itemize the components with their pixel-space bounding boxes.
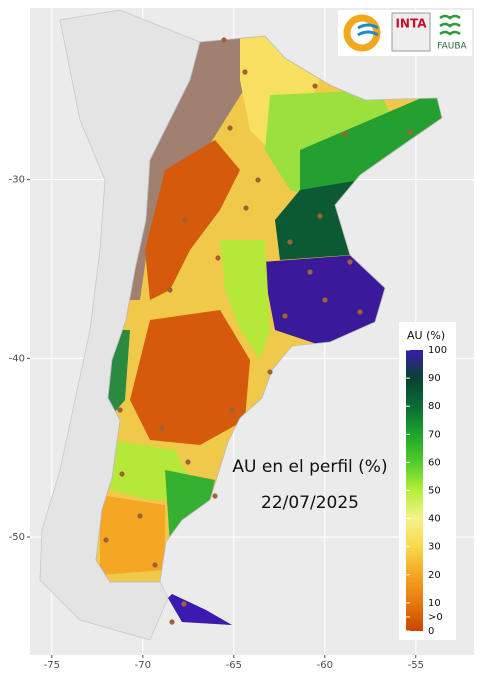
legend-tick-label: 50 [428,486,441,497]
x-tick-label: -65 [226,660,242,671]
legend-title: AU (%) [407,329,445,342]
map-annotation: AU en el perfil (%) [232,457,387,477]
legend-tick-label: 0 [428,626,434,637]
legend-tick-label: >0 [428,612,443,623]
colorbar [406,350,423,631]
legend-tick-label: 80 [428,401,441,412]
legend-ticks: 100 90 80 70 60 50 40 30 20 10 >0 0 [406,345,447,637]
map-date: 22/07/2025 [261,493,359,513]
logo-text: INTA [395,17,427,31]
legend-tick-label: 40 [428,514,441,525]
x-tick-label: -55 [408,660,424,671]
legend-tick-label: 70 [428,429,441,440]
legend-tick-label: 90 [428,373,441,384]
x-tick-label: -60 [317,660,333,671]
argentina-outline [95,35,443,583]
legend-tick-label: 60 [428,457,441,468]
legend-tick-label: 10 [428,598,441,609]
y-tick-label: -40 [9,353,25,364]
logo-text: FAUBA [437,42,467,52]
logos: INTA FAUBA [338,10,472,56]
x-tick-label: -70 [135,660,151,671]
stations [103,37,413,625]
legend-tick-label: 100 [428,345,447,356]
x-tick-label: -75 [44,660,60,671]
legend-tick-label: 20 [428,570,441,581]
y-tick-label: -50 [9,532,25,543]
legend-tick-label: 30 [428,542,441,553]
y-tick-label: -30 [9,175,25,186]
